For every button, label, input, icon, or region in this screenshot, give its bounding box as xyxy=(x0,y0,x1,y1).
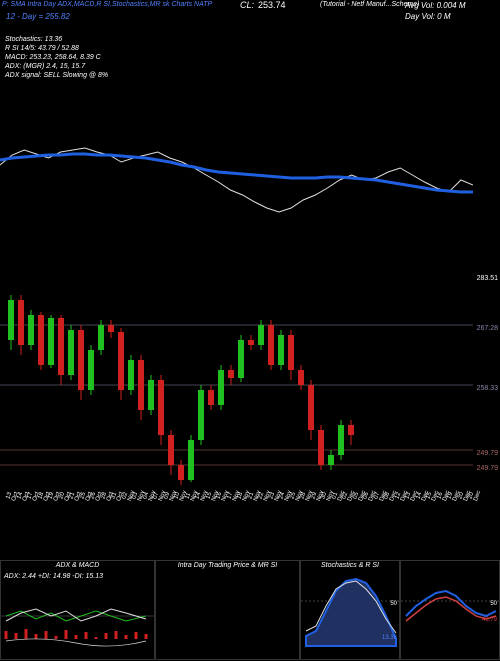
info-line: MACD: 253.23, 258.64, 8.39 C xyxy=(5,53,108,62)
day-vol: Day Vol: 0 M xyxy=(405,12,451,21)
indicator-panels: ADX & MACDADX: 2.44 +DI: 14.98 -DI: 15.1… xyxy=(0,560,500,660)
indicator-panel: Intra Day Trading Price & MR SI xyxy=(155,560,300,660)
indicator-panel: Stochastics & R SI5013.36 xyxy=(300,560,400,660)
sma-tag: P: SMA Intra Day ADX,MACD,R SI,Stochasti… xyxy=(2,1,212,8)
info-line: ADX: (MGR) 2.4, 15, 15.7 xyxy=(5,62,108,71)
sma-line-chart xyxy=(0,100,500,225)
indicator-panel: ADX & MACDADX: 2.44 +DI: 14.98 -DI: 15.1… xyxy=(0,560,155,660)
avg-vol: Avg Vol: 0.004 M xyxy=(405,1,465,10)
indicator-info: Stochastics: 13.36 R SI 14/5: 43.79 / 52… xyxy=(5,35,108,80)
info-line: R SI 14/5: 43.79 / 52.88 xyxy=(5,44,108,53)
info-line: ADX signal: SELL Slowing @ 8% xyxy=(5,71,108,80)
info-line: Stochastics: 13.36 xyxy=(5,35,108,44)
indicator-panel: 5043.79 xyxy=(400,560,500,660)
candlestick-chart: 283.51267.28258.33249.79249.7913 Oct14 O… xyxy=(0,270,500,530)
cl-label: CL: xyxy=(240,0,254,10)
day12: 12 - Day = 255.82 xyxy=(6,12,70,21)
cl-value: 253.74 xyxy=(258,0,286,10)
